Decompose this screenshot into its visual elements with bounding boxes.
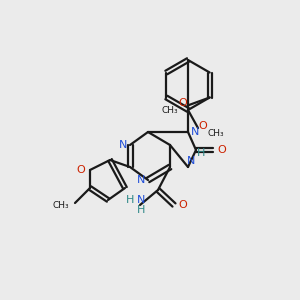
Text: O: O [178,200,188,210]
Text: CH₃: CH₃ [208,128,224,137]
Text: CH₃: CH₃ [161,106,178,115]
Text: H: H [197,148,205,158]
Text: O: O [199,121,207,131]
Text: N: N [119,140,127,150]
Text: H: H [126,195,134,205]
Text: H: H [137,205,145,215]
Text: O: O [218,145,226,155]
Text: O: O [76,165,85,175]
Text: O: O [178,98,187,109]
Text: N: N [187,156,195,166]
Text: N: N [137,195,145,205]
Text: CH₃: CH₃ [53,200,69,209]
Text: N: N [137,175,145,185]
Text: N: N [191,127,199,137]
